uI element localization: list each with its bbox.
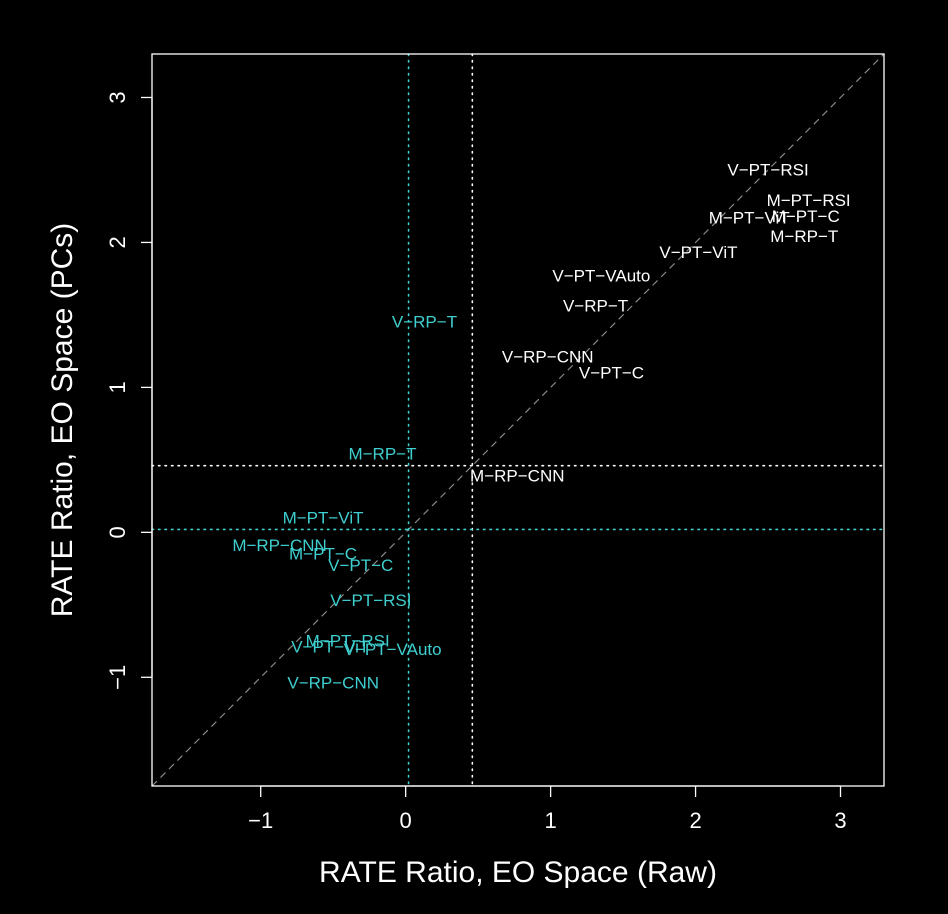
point-label: V−RP−T bbox=[392, 313, 457, 332]
point-label: M−RP−T bbox=[770, 227, 838, 246]
point-label: M−RP−T bbox=[348, 445, 416, 464]
point-label: V−RP−T bbox=[563, 297, 628, 316]
point-label: V−PT−VAuto bbox=[344, 640, 442, 659]
point-label: V−PT−ViT bbox=[659, 243, 737, 262]
y-tick-label: 3 bbox=[105, 91, 130, 103]
x-tick-label: 0 bbox=[400, 808, 412, 833]
x-axis-title: RATE Ratio, EO Space (Raw) bbox=[319, 856, 717, 889]
point-label: V−PT−C bbox=[579, 363, 644, 382]
reference-lines bbox=[151, 53, 885, 787]
point-label: M−RP−CNN bbox=[232, 536, 326, 555]
point-label: V−PT−ViT bbox=[291, 637, 369, 656]
point-label: V−PT−VAuto bbox=[552, 266, 650, 285]
x-tick-label: −1 bbox=[248, 808, 273, 833]
point-label: V−PT−RSI bbox=[727, 160, 808, 179]
point-label: V−RP−CNN bbox=[287, 674, 379, 693]
y-tick-label: −1 bbox=[105, 665, 130, 690]
x-tick-label: 2 bbox=[689, 808, 701, 833]
point-label: V−PT−C bbox=[328, 556, 393, 575]
point-label: V−PT−RSI bbox=[330, 591, 411, 610]
point-label: M−PT−ViT bbox=[709, 208, 790, 227]
point-label: M−PT−ViT bbox=[283, 508, 364, 527]
x-tick-label: 3 bbox=[834, 808, 846, 833]
point-label: V−RP−CNN bbox=[502, 347, 594, 366]
point-label: M−RP−CNN bbox=[470, 466, 564, 485]
point-labels: V−PT−RSIM−PT−RSIM−PT−ViTM−PT−CM−RP−TV−PT… bbox=[232, 160, 850, 692]
point-label: M−PT−C bbox=[289, 545, 357, 564]
diagonal-reference-line bbox=[151, 53, 885, 787]
x-axis: −1 0 1 2 3 bbox=[248, 785, 847, 833]
y-axis-title: RATE Ratio, EO Space (PCs) bbox=[46, 223, 79, 618]
y-tick-label: 1 bbox=[105, 381, 130, 393]
y-tick-label: 2 bbox=[105, 236, 130, 248]
x-tick-label: 1 bbox=[544, 808, 556, 833]
y-axis: −1 0 1 2 3 bbox=[105, 91, 153, 690]
y-tick-label: 0 bbox=[105, 526, 130, 538]
point-label: M−PT−RSI bbox=[306, 632, 390, 651]
point-label: M−PT−RSI bbox=[767, 191, 851, 210]
point-label: M−PT−C bbox=[772, 207, 840, 226]
